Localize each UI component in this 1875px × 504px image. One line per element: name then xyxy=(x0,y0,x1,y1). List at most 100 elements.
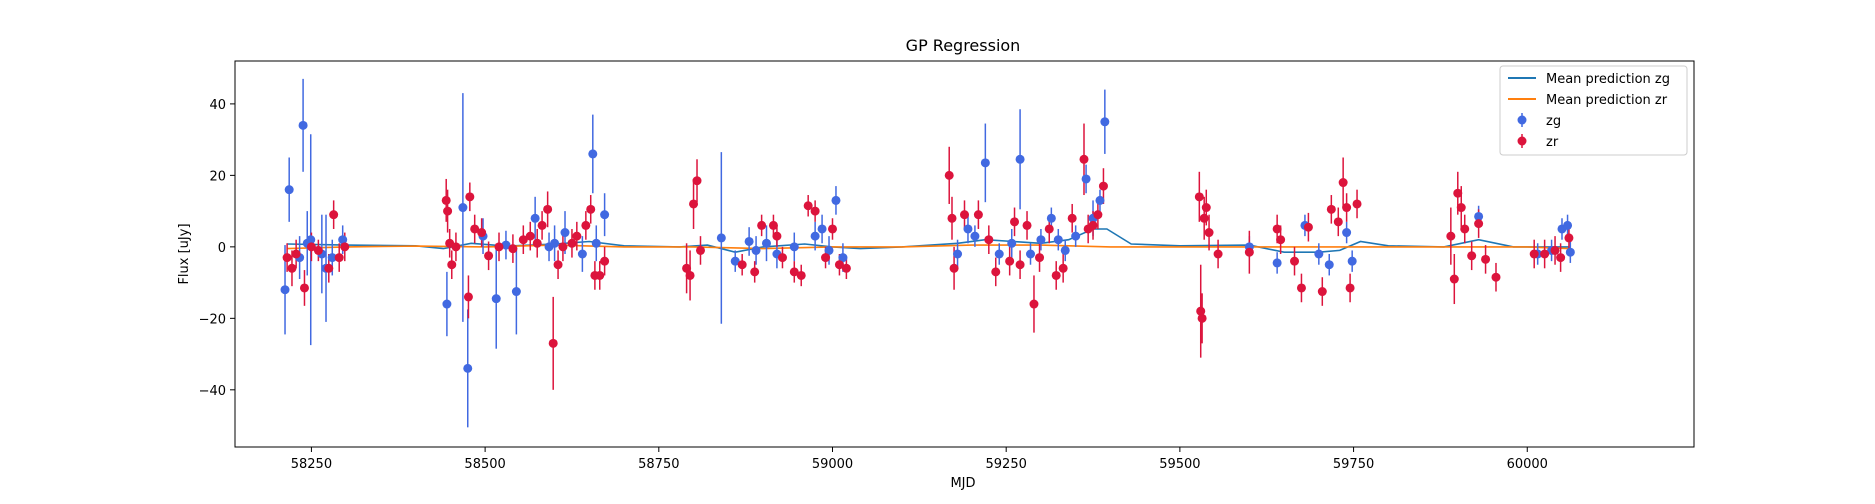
zg-point xyxy=(1036,235,1046,245)
zg-point xyxy=(1314,249,1324,259)
zg-point xyxy=(817,224,827,234)
zr-point xyxy=(548,338,558,348)
zr-point xyxy=(991,267,1001,277)
zr-point xyxy=(1015,260,1025,270)
zg-point xyxy=(1081,174,1091,184)
zg-point xyxy=(600,210,610,220)
zr-point xyxy=(1352,199,1362,209)
zr-point xyxy=(324,263,334,273)
zr-point xyxy=(1204,228,1214,238)
zr-point xyxy=(810,206,820,216)
zr-point xyxy=(581,220,591,230)
x-tick-label: 60000 xyxy=(1507,457,1548,472)
zr-point xyxy=(329,210,339,220)
zr-point xyxy=(1244,247,1254,257)
zg-point xyxy=(980,158,990,168)
zr-point xyxy=(1197,313,1207,323)
zg-point xyxy=(1565,247,1575,257)
zr-point xyxy=(1035,253,1045,263)
zg-point xyxy=(1563,220,1573,230)
zr-point xyxy=(600,256,610,266)
zg-point xyxy=(1046,213,1056,223)
zr-point xyxy=(695,245,705,255)
zg-point xyxy=(577,249,587,259)
zg-point xyxy=(1342,228,1352,238)
zr-point xyxy=(737,260,747,270)
zg-point xyxy=(716,233,726,243)
zr-point xyxy=(1342,203,1352,213)
zg-point xyxy=(306,235,316,245)
x-tick-label: 58750 xyxy=(638,457,679,472)
zg-point xyxy=(1026,249,1036,259)
zg-point xyxy=(751,245,761,255)
x-tick-label: 58500 xyxy=(464,457,505,472)
zr-point xyxy=(282,253,292,263)
zg-point xyxy=(1474,211,1484,221)
zg-point xyxy=(810,231,820,241)
zr-point xyxy=(340,242,350,252)
zr-point xyxy=(1474,219,1484,229)
legend-marker-zr xyxy=(1517,136,1527,146)
zg-point xyxy=(953,249,963,259)
zr-point xyxy=(1098,181,1108,191)
x-axis-ticks: 58250 58500 58750 59000 59250 59500 59750 60000 xyxy=(291,447,1548,472)
zr-point xyxy=(1022,220,1032,230)
zg-point xyxy=(963,224,973,234)
zr-point xyxy=(306,242,316,252)
zg-point xyxy=(831,195,841,205)
x-tick-label: 59000 xyxy=(812,457,853,472)
zr-point xyxy=(682,263,692,273)
zr-point xyxy=(532,238,542,248)
zr-point xyxy=(973,210,983,220)
zr-point xyxy=(821,253,831,263)
zr-point xyxy=(494,242,504,252)
zr-point xyxy=(1079,154,1089,164)
zr-point xyxy=(1467,251,1477,261)
zr-point xyxy=(313,245,323,255)
zr-point xyxy=(1005,256,1015,266)
zr-point xyxy=(463,292,473,302)
x-tick-label: 58250 xyxy=(291,457,332,472)
zr-point xyxy=(465,192,475,202)
zr-point xyxy=(1290,256,1300,266)
zg-point xyxy=(1071,231,1081,241)
plot-frame xyxy=(234,60,1695,448)
zr-point xyxy=(1067,213,1077,223)
zr-point xyxy=(685,270,695,280)
zg-point xyxy=(284,185,294,195)
zr-point xyxy=(1051,270,1061,280)
legend-label-mean-zr: Mean prediction zr xyxy=(1546,93,1668,108)
zr-point xyxy=(1317,287,1327,297)
zr-point xyxy=(508,244,518,254)
zr-point xyxy=(1460,224,1470,234)
zr-point xyxy=(689,199,699,209)
zg-point xyxy=(838,253,848,263)
zg-point xyxy=(327,253,337,263)
zr-point xyxy=(543,204,553,214)
zg-point xyxy=(761,238,771,248)
zg-point xyxy=(458,203,468,213)
zg-point xyxy=(588,149,598,159)
zg-point xyxy=(280,285,290,295)
chart-title: GP Regression xyxy=(906,36,1021,55)
zg-point xyxy=(530,213,540,223)
zr-point xyxy=(553,260,563,270)
zr-point xyxy=(287,263,297,273)
data-points xyxy=(280,117,1575,373)
legend-label-zg: zg xyxy=(1546,114,1561,129)
zr-point xyxy=(586,204,596,214)
zr-point xyxy=(947,213,957,223)
zr-point xyxy=(1564,233,1574,243)
y-axis-ticks: −40 −20 0 20 40 xyxy=(199,98,235,399)
x-tick-label: 59250 xyxy=(986,457,1027,472)
zg-point xyxy=(994,249,1004,259)
zg-point xyxy=(463,363,473,373)
zr-point xyxy=(1338,178,1348,188)
zr-point xyxy=(803,201,813,211)
zg-point xyxy=(501,240,511,250)
legend-label-zr: zr xyxy=(1546,135,1559,150)
zg-point xyxy=(824,245,834,255)
zr-point xyxy=(1491,272,1501,282)
zg-point xyxy=(1053,235,1063,245)
